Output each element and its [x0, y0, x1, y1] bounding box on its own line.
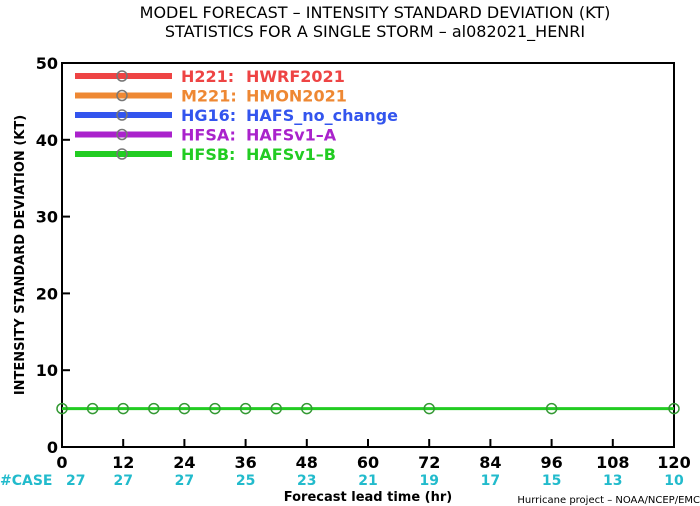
x-tick-label: 24 — [173, 453, 195, 472]
data-point — [301, 402, 313, 415]
case-count: 19 — [419, 473, 438, 489]
legend-code: M221: — [181, 87, 237, 106]
data-point — [270, 402, 282, 415]
chart-title-line-2: STATISTICS FOR A SINGLE STORM – al082021… — [165, 22, 585, 42]
y-axis-title: INTENSITY STANDARD DEVIATION (KT) — [13, 115, 28, 395]
case-count: 21 — [358, 473, 377, 489]
legend-model-name: HAFS_no_change — [246, 106, 398, 125]
data-point — [209, 402, 221, 415]
data-point — [86, 402, 99, 415]
x-axis-title: Forecast lead time (hr) — [284, 490, 452, 505]
case-count: 15 — [542, 473, 561, 489]
y-tick-label: 30 — [36, 208, 58, 227]
data-point — [668, 402, 680, 415]
data-point — [117, 402, 129, 415]
data-point — [239, 402, 252, 415]
case-count: 23 — [297, 473, 316, 489]
case-count: 10 — [664, 473, 684, 489]
chart-title-line-1: MODEL FORECAST – INTENSITY STANDARD DEVI… — [140, 3, 611, 22]
legend-code: H221: — [181, 67, 234, 86]
data-point — [148, 402, 160, 415]
y-tick-label: 0 — [47, 438, 58, 457]
case-count: 27 — [175, 473, 194, 489]
x-tick-label: 36 — [234, 453, 256, 472]
case-count: 27 — [66, 473, 85, 489]
legend-marker — [116, 128, 128, 141]
x-tick-label: 96 — [540, 453, 562, 472]
data-point — [423, 402, 435, 415]
legend-model-name: HAFSv1–B — [246, 145, 336, 164]
data-point — [545, 402, 558, 415]
data-point — [56, 402, 68, 415]
legend-model-name: HWRF2021 — [246, 67, 345, 86]
credit-text: Hurricane project – NOAA/NCEP/EMC — [517, 495, 700, 506]
data-point — [178, 402, 191, 415]
legend-marker — [116, 109, 128, 121]
x-tick-label: 60 — [357, 453, 379, 472]
legend-code: HG16: — [181, 106, 236, 125]
x-tick-label: 108 — [596, 453, 629, 472]
y-tick-label: 10 — [36, 361, 58, 380]
legend-marker — [116, 70, 128, 82]
series-layer — [56, 402, 680, 415]
legend: H221: HWRF2021 M221: HMON2021 HG16: HAFS_no_c… — [75, 67, 398, 164]
x-tick-label: 48 — [296, 453, 318, 472]
x-tick-label: 84 — [479, 453, 501, 472]
legend-model-name: HMON2021 — [246, 87, 347, 106]
x-axis: 0 12 24 36 48 60 72 84 96 108 120 — [56, 439, 691, 472]
y-tick-label: 20 — [36, 284, 58, 303]
x-tick-label: 12 — [112, 453, 134, 472]
case-count: 13 — [603, 473, 622, 489]
case-count: 27 — [113, 473, 132, 489]
legend-model-name: HAFSv1–A — [246, 126, 337, 145]
x-tick-label: 0 — [56, 453, 67, 472]
case-count: 25 — [236, 473, 255, 489]
x-tick-label: 120 — [657, 453, 690, 472]
y-tick-label: 50 — [36, 54, 58, 73]
legend-code: HFSB: — [181, 145, 235, 164]
y-axis: 0 10 20 30 40 50 — [36, 54, 70, 457]
legend-code: HFSA: — [181, 126, 236, 145]
case-header: #CASE — [0, 473, 53, 489]
legend-marker — [116, 148, 128, 160]
case-count: 17 — [481, 473, 500, 489]
y-tick-label: 40 — [36, 131, 58, 150]
x-tick-label: 72 — [418, 453, 440, 472]
case-count-row: #CASE 27 27 27 25 23 21 19 17 15 13 10 — [0, 473, 684, 489]
legend-marker — [116, 89, 128, 102]
